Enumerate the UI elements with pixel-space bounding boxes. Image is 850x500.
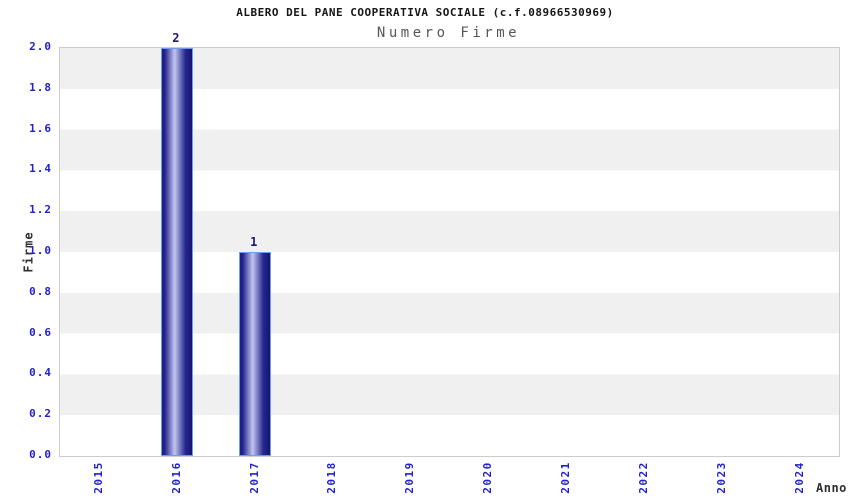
y-tick-label: 1.0 [29,244,52,257]
x-tick-label: 2022 [623,458,663,496]
x-tick-label-text: 2019 [403,460,417,494]
x-tick-label: 2021 [545,458,585,496]
y-tick-label: 0.0 [29,448,52,461]
x-tick-label: 2019 [390,458,430,496]
x-tick-label-text: 2020 [480,460,494,494]
chart-subtitle: Numero Firme [376,25,521,41]
bar-value-label: 2 [172,31,180,45]
x-tick-label-text: 2016 [169,460,183,494]
x-tick-label-text: 2015 [91,460,105,494]
bar-value-label: 1 [250,235,258,249]
plot-area [59,47,840,457]
x-tick-label-text: 2018 [325,460,339,494]
x-tick-label: 2018 [312,458,352,496]
x-tick-label-text: 2021 [558,460,572,494]
chart-title: ALBERO DEL PANE COOPERATIVA SOCIALE (c.f… [236,6,614,19]
y-tick-label: 1.4 [29,162,52,176]
y-tick-label: 0.6 [29,325,52,339]
x-tick-label: 2016 [156,458,196,496]
x-axis-title: Anno [816,481,847,495]
x-tick-label-text: 2023 [714,460,728,494]
y-tick-label: 2.0 [29,40,52,53]
y-tick-label: 0.4 [29,366,52,380]
x-tick-label-text: 2022 [636,460,650,494]
y-tick-label: 1.6 [29,121,52,135]
x-tick-label: 2017 [234,458,274,496]
bar-2017 [238,252,271,456]
x-tick-label-text: 2017 [247,460,261,494]
x-tick-label: 2015 [78,458,118,496]
x-tick-label-text: 2024 [792,460,806,494]
y-tick-label: 0.2 [29,407,52,421]
x-tick-label: 2020 [467,458,507,496]
bar-2016 [160,48,193,456]
y-tick-label: 0.8 [29,284,52,298]
y-tick-label: 1.2 [29,203,52,217]
y-tick-label: 1.8 [29,80,52,94]
x-tick-label: 2023 [701,458,741,496]
x-tick-label: 2024 [779,458,819,496]
